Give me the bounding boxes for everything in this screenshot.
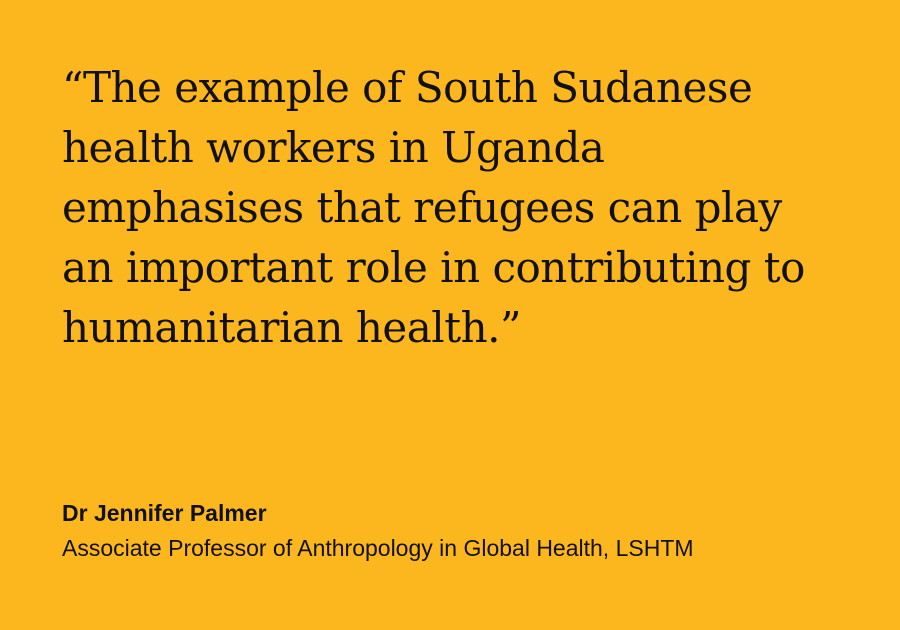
author-title: Associate Professor of Anthropology in G… <box>62 535 694 561</box>
quote-line: humanitarian health.” <box>62 303 521 352</box>
quote-text: “The example of South Sudanese health wo… <box>62 58 805 358</box>
author-name: Dr Jennifer Palmer <box>62 500 267 526</box>
quote-line: “The example of South Sudanese <box>62 63 753 112</box>
quote-line: an important role in contributing to <box>62 243 805 292</box>
quote-line: emphasises that refugees can play <box>62 183 782 232</box>
quote-line: health workers in Uganda <box>62 123 605 172</box>
